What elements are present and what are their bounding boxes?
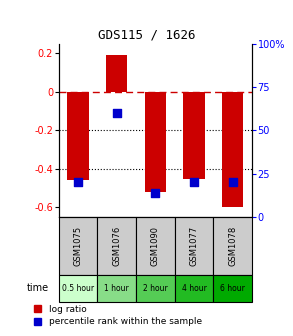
Bar <box>59 217 97 275</box>
Text: GSM1090: GSM1090 <box>151 226 160 266</box>
Text: 2 hour: 2 hour <box>143 284 168 293</box>
Text: time: time <box>26 283 48 293</box>
Text: GSM1075: GSM1075 <box>74 226 82 266</box>
Bar <box>175 275 213 302</box>
Text: GSM1078: GSM1078 <box>228 226 237 266</box>
Bar <box>145 92 166 192</box>
Text: 1 hour: 1 hour <box>104 284 129 293</box>
Bar <box>136 275 175 302</box>
Bar <box>213 217 252 275</box>
Text: 6 hour: 6 hour <box>220 284 245 293</box>
Point <box>230 180 235 185</box>
Point <box>192 180 196 185</box>
Bar <box>97 217 136 275</box>
Text: GDS115 / 1626: GDS115 / 1626 <box>98 29 195 42</box>
Bar <box>59 275 97 302</box>
Point <box>153 190 158 196</box>
Bar <box>97 275 136 302</box>
Bar <box>136 217 175 275</box>
Text: GSM1076: GSM1076 <box>112 226 121 266</box>
Text: 0.5 hour: 0.5 hour <box>62 284 94 293</box>
Bar <box>106 55 127 92</box>
Point <box>114 110 119 116</box>
Bar <box>183 92 205 179</box>
Text: GSM1077: GSM1077 <box>190 226 198 266</box>
Bar <box>213 275 252 302</box>
Legend: log ratio, percentile rank within the sample: log ratio, percentile rank within the sa… <box>34 305 202 326</box>
Bar <box>67 92 88 180</box>
Bar <box>222 92 243 207</box>
Point <box>76 180 80 185</box>
Text: 4 hour: 4 hour <box>182 284 206 293</box>
Bar <box>175 217 213 275</box>
